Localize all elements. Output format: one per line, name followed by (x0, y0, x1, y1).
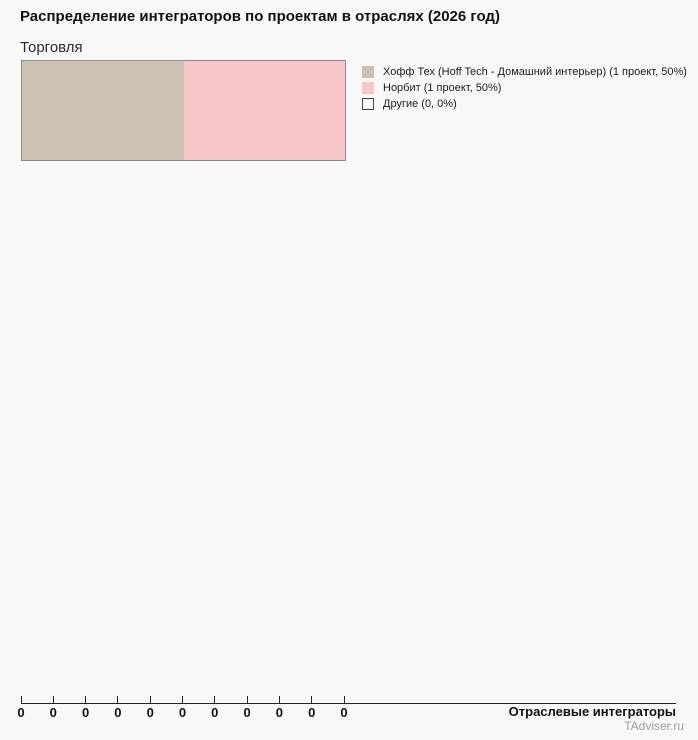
x-axis-tick (85, 696, 87, 703)
chart-title: Распределение интеграторов по проектам в… (20, 8, 500, 25)
x-axis-tick-label: 0 (243, 705, 251, 720)
x-axis-tick-label: 0 (275, 705, 284, 720)
bar-segment-0 (22, 61, 184, 160)
x-axis-line (21, 703, 676, 704)
tadviser-watermark: TAdviser.ru (624, 719, 684, 733)
legend-swatch-icon (362, 82, 374, 94)
x-axis-tick-label: 0 (146, 705, 154, 720)
legend-item-label: Хофф Тех (Hoff Tech - Домашний интерьер)… (383, 66, 687, 78)
x-axis-tick (278, 696, 280, 703)
legend-swatch-icon (362, 66, 374, 78)
legend: Хофф Тех (Hoff Tech - Домашний интерьер)… (362, 64, 687, 112)
legend-item-1[interactable]: Норбит (1 проект, 50%) (362, 80, 687, 96)
legend-item-label: Другие (0, 0%) (383, 98, 457, 110)
x-axis-tick-label: 0 (17, 705, 25, 720)
legend-item-2[interactable]: Другие (0, 0%) (362, 96, 687, 112)
legend-swatch-icon (362, 98, 374, 110)
chart-subtitle: Торговля (20, 39, 83, 56)
bar-segment-1 (183, 61, 345, 160)
x-axis-tick (182, 696, 183, 703)
x-axis-tick-label: 0 (81, 705, 90, 720)
legend-item-0[interactable]: Хофф Тех (Hoff Tech - Домашний интерьер)… (362, 64, 687, 80)
x-axis-tick-label: 0 (49, 705, 57, 720)
x-axis-tick (343, 696, 345, 703)
x-axis-tick (149, 696, 151, 703)
legend-item-label: Норбит (1 проект, 50%) (383, 82, 502, 94)
x-axis-tick (52, 696, 54, 703)
x-axis-tick-label: 0 (211, 705, 219, 720)
x-axis-tick-label: 0 (178, 705, 187, 720)
x-axis-tick (20, 696, 22, 703)
x-axis-tick (117, 696, 119, 703)
x-axis-tick-label: 0 (308, 705, 316, 720)
stacked-bar (21, 60, 346, 161)
x-axis-tick (311, 696, 313, 703)
x-axis-tick (214, 696, 216, 703)
x-axis-tick-label: 0 (114, 705, 122, 720)
x-axis-tick-label: 0 (340, 705, 348, 720)
x-axis-tick (246, 696, 248, 703)
x-axis-title: Отраслевые интеграторы (508, 704, 676, 719)
